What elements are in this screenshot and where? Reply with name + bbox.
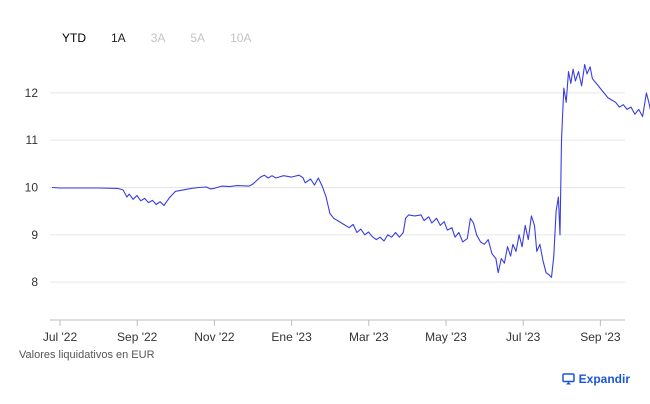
x-tick-label: Jul '23 — [506, 330, 541, 344]
price-chart[interactable]: 8 9 10 11 12 Jul '22 Sep '22 Nov '22 Ene '23 Mar … — [0, 0, 650, 345]
y-tick-label: 11 — [26, 133, 39, 147]
range-tab-5a[interactable]: 5A — [190, 31, 206, 45]
x-tick-label: Sep '22 — [117, 330, 158, 344]
range-tab-1a[interactable]: 1A — [111, 31, 126, 45]
range-tab-10a[interactable]: 10A — [230, 31, 252, 45]
y-tick-label: 8 — [31, 275, 38, 289]
x-tick-label: May '23 — [425, 330, 467, 344]
y-tick-label: 9 — [31, 228, 38, 242]
expand-label: Expandir — [578, 372, 630, 386]
x-tick-label: Mar '23 — [349, 330, 389, 344]
x-tick-label: Nov '22 — [194, 330, 235, 344]
currency-footnote: Valores liquidativos en EUR — [19, 349, 155, 361]
x-tick-label: Sep '23 — [580, 330, 621, 344]
series-line — [51, 63, 650, 278]
y-tick-label: 10 — [25, 181, 39, 195]
x-tick-label: Ene '23 — [271, 330, 312, 344]
expand-button[interactable]: Expandir — [561, 372, 630, 386]
range-tabs: YTD 1A 3A 5A 10A — [62, 30, 276, 46]
expand-icon — [561, 373, 575, 385]
y-tick-label: 12 — [25, 86, 39, 100]
x-tick-label: Jul '22 — [43, 330, 78, 344]
range-tab-ytd[interactable]: YTD — [62, 31, 86, 45]
range-tab-3a[interactable]: 3A — [150, 31, 166, 45]
